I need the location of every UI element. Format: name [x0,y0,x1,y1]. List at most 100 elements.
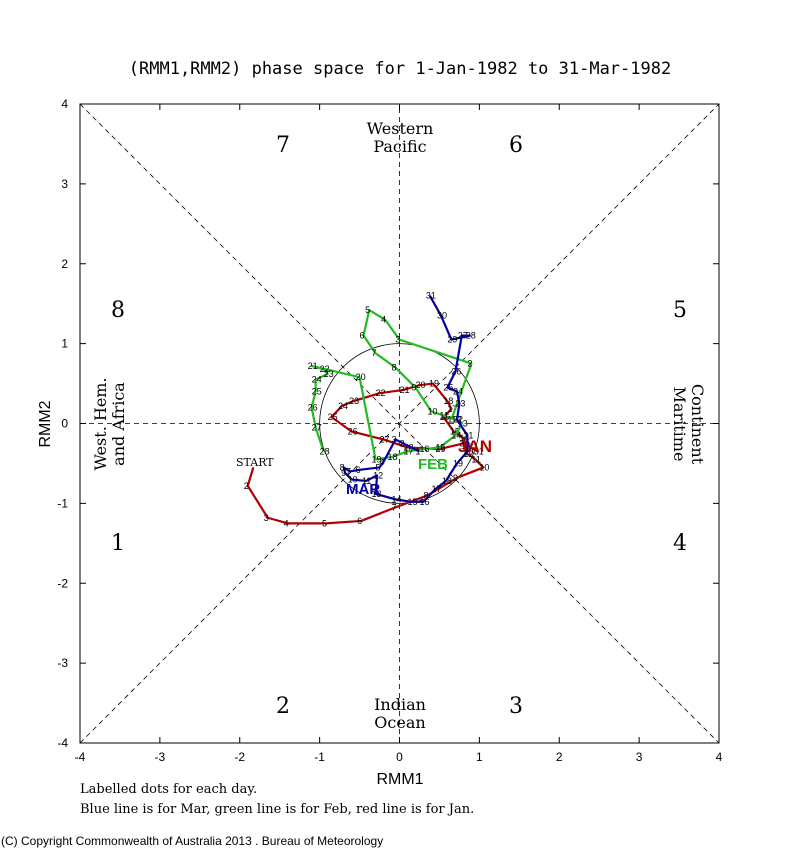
y-tick-label: -2 [57,576,68,590]
day-label: 18 [442,476,452,486]
day-label: 26 [348,426,358,436]
day-label: 25 [328,412,338,422]
day-label: 7 [392,502,397,512]
x-tick-label: 2 [556,750,563,764]
y-tick-label: 1 [61,337,68,351]
day-label: 21 [399,385,409,395]
day-label: 15 [450,426,460,436]
day-label: 22 [453,415,463,425]
region-maritime: Maritime [670,387,689,462]
day-label: 28 [466,331,476,341]
phase-number-5: 5 [673,298,687,323]
day-label: 11 [471,454,480,464]
phase-number-2: 2 [276,694,290,719]
phase-number-7: 7 [276,133,290,158]
day-label: 5 [376,462,381,472]
day-label: 3 [396,335,401,345]
x-tick-label: 0 [396,750,403,764]
day-label: 31 [474,446,484,456]
day-label: 7 [372,348,377,358]
x-tick-label: -1 [314,750,325,764]
day-label: 20 [463,446,473,456]
day-label: 12 [373,470,383,480]
day-label: 29 [435,444,445,454]
month-label-mar: MAR [346,481,380,498]
region-indian: Indian [374,695,426,714]
day-label: 6 [360,331,365,341]
day-label: 17 [447,404,457,414]
day-label: 26 [308,403,318,413]
day-label: 8 [340,462,345,472]
day-label: 21 [308,361,318,371]
y-tick-label: -4 [57,736,68,750]
series-group: 234 5 678910111213141516171819202122232425… [244,291,490,529]
phase-number-3: 3 [509,694,523,719]
region-west-hem: West. Hem. [91,377,110,470]
day-label: 20 [415,380,425,390]
region-ocean: Ocean [374,713,425,732]
x-axis-label: RMM1 [376,771,423,788]
y-tick-label: 4 [61,97,68,111]
day-label: 23 [349,396,359,406]
day-label: 10 [427,407,437,417]
footer-note-1: Labelled dots for each day. [80,782,257,797]
region-western: Western [367,119,434,138]
day-label: 9 [453,473,458,483]
day-label: 18 [388,452,398,462]
day-label: 10 [479,462,489,472]
day-label: 16 [419,444,429,454]
day-label: 24 [312,375,322,385]
day-label: 11 [439,411,448,421]
x-tick-label: -3 [155,750,166,764]
day-label: 23 [324,369,334,379]
y-axis-label: RMM2 [37,400,54,447]
day-label: 10 [348,474,358,484]
day-label: 4 [284,518,289,528]
x-tick-label: 4 [716,750,723,764]
day-label: 4 [380,457,385,467]
day-label: 5 [322,518,327,528]
day-label: 19 [453,458,463,468]
y-tick-label: 3 [61,177,68,191]
day-label: 1 [415,446,420,456]
day-label: 9 [411,383,416,393]
day-label: 27 [458,331,468,341]
series-line-mar [342,295,471,503]
footer-note-2: Blue line is for Mar, green line is for … [80,802,474,817]
day-label: 14 [451,430,461,440]
month-label-feb: FEB [418,456,448,473]
day-label: 21 [463,430,473,440]
day-label: 7 [346,466,351,476]
day-label: 5 [365,305,370,315]
day-label: 27 [380,434,390,444]
day-label: 30 [437,311,447,321]
phase-number-1: 1 [111,531,125,556]
day-label: 13 [461,441,471,451]
day-label: 19 [372,454,382,464]
y-tick-label: -3 [57,656,68,670]
day-label: 13 [372,489,382,499]
day-label: 14 [459,433,469,443]
phase-number-4: 4 [673,531,687,556]
day-label: 22 [320,364,330,374]
day-label: 26 [451,367,461,377]
day-label: 2 [399,438,404,448]
day-label: 3 [392,434,397,444]
day-label: 22 [376,388,386,398]
x-tick-label: -2 [234,750,245,764]
day-label: 12 [463,449,473,459]
day-label: 15 [407,497,417,507]
day-label: 13 [458,419,468,429]
day-label: 11 [362,476,371,486]
day-label: 2 [244,481,249,491]
chart-title: (RMM1,RMM2) phase space for 1-Jan-1982 t… [129,59,671,79]
day-label: 25 [443,383,453,393]
y-tick-label: 0 [61,417,68,431]
day-label: 20 [356,372,366,382]
day-label: 8 [423,490,428,500]
day-label: 25 [312,387,322,397]
day-label: 16 [419,497,429,507]
series-line-feb [310,308,473,461]
day-label: 3 [264,513,269,523]
